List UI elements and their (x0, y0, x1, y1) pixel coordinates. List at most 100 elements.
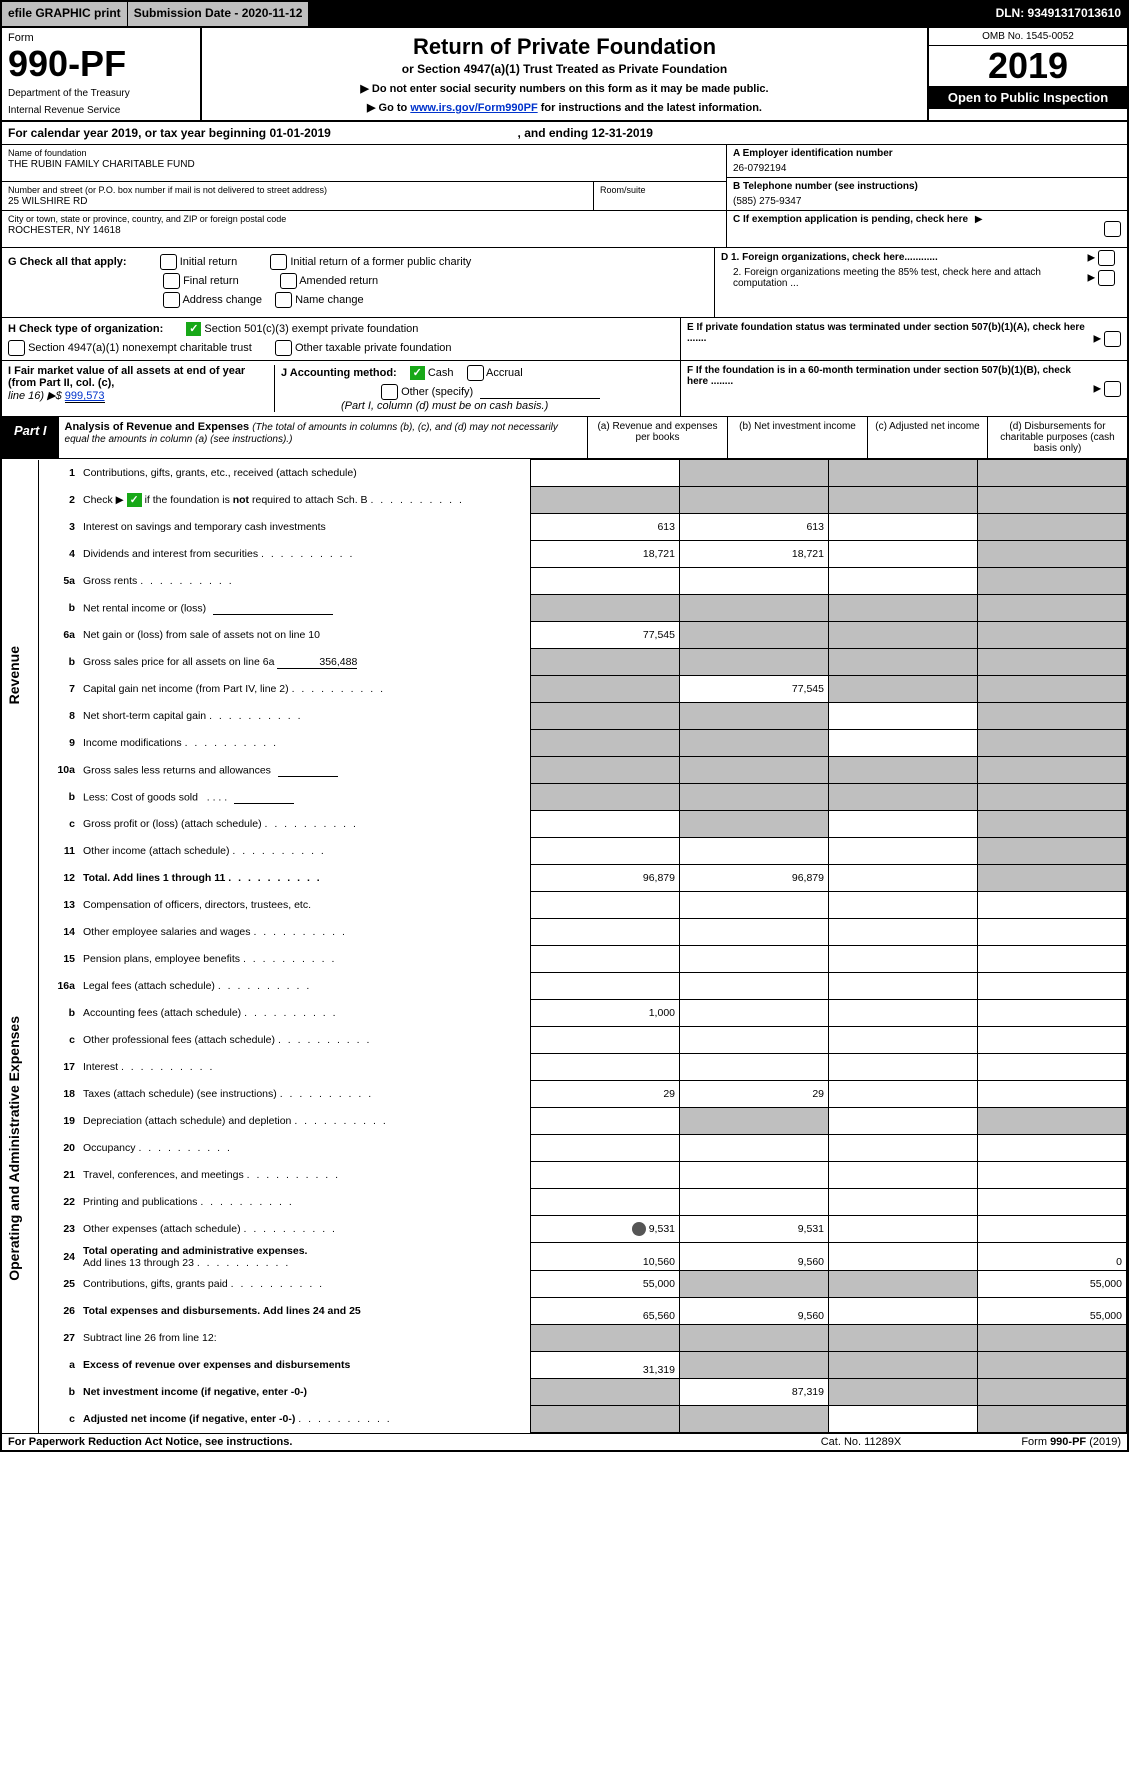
other-specify-line[interactable] (480, 386, 600, 399)
line10a-desc: Gross sales less returns and allowances (79, 757, 531, 784)
col-d-head: (d) Disbursements for charitable purpose… (987, 417, 1127, 458)
line20-desc: Occupancy (79, 1135, 531, 1162)
city-block: City or town, state or province, country… (2, 211, 726, 247)
d1-label: D 1. Foreign organizations, check here..… (721, 252, 938, 263)
e-label: E If private foundation status was termi… (687, 322, 1085, 344)
f-label: F If the foundation is in a 60-month ter… (687, 365, 1071, 387)
phone-value: (585) 275-9347 (733, 196, 1121, 207)
city-value: ROCHESTER, NY 14618 (8, 225, 720, 236)
l23-b: 9,531 (680, 1216, 829, 1243)
city-label: City or town, state or province, country… (8, 214, 720, 224)
checkbox-d1[interactable] (1098, 250, 1115, 266)
line15-desc: Pension plans, employee benefits (79, 946, 531, 973)
i-value[interactable]: 999,573 (65, 390, 105, 403)
info-right: A Employer identification number 26-0792… (726, 145, 1127, 247)
revenue-side-label: Revenue (6, 646, 22, 704)
irs-link[interactable]: www.irs.gov/Form990PF (410, 102, 537, 114)
line4-desc: Dividends and interest from securities (79, 541, 531, 568)
checkbox-4947[interactable] (8, 340, 25, 356)
note-ssn: ▶ Do not enter social security numbers o… (208, 82, 921, 95)
checkbox-final[interactable] (163, 273, 180, 289)
l27a-a: 31,319 (531, 1352, 680, 1379)
footer-form: Form 990-PF (2019) (961, 1436, 1121, 1448)
l18-a: 29 (531, 1081, 680, 1108)
l18-b: 29 (680, 1081, 829, 1108)
f-right: F If the foundation is in a 60-month ter… (680, 361, 1127, 416)
line27c-desc: Adjusted net income (if negative, enter … (79, 1406, 531, 1433)
g-left: G Check all that apply: Initial return I… (2, 248, 714, 317)
checkbox-cash[interactable]: ✓ (410, 366, 425, 380)
checkbox-schb[interactable]: ✓ (127, 493, 142, 507)
j-other: Other (specify) (401, 386, 473, 398)
checkbox-amended[interactable] (280, 273, 297, 289)
cal-begin: 01-01-2019 (269, 126, 330, 140)
info-left: Name of foundation THE RUBIN FAMILY CHAR… (2, 145, 726, 247)
line6a-desc: Net gain or (loss) from sale of assets n… (79, 622, 531, 649)
name-label: Name of foundation (8, 148, 720, 158)
line27b-desc: Net investment income (if negative, ente… (79, 1379, 531, 1406)
checkbox-addr-change[interactable] (163, 292, 180, 308)
section-h: H Check type of organization: ✓ Section … (2, 318, 1127, 361)
part1-header: Part I Analysis of Revenue and Expenses … (2, 417, 1127, 459)
line18-desc: Taxes (attach schedule) (see instruction… (79, 1081, 531, 1108)
line11-desc: Other income (attach schedule) (79, 838, 531, 865)
checkbox-f[interactable] (1104, 381, 1121, 397)
open-inspection: Open to Public Inspection (929, 86, 1127, 109)
line10b-desc: Less: Cost of goods sold . . . . (79, 784, 531, 811)
h-left: H Check type of organization: ✓ Section … (2, 318, 680, 360)
j-note: (Part I, column (d) must be on cash basi… (341, 400, 674, 412)
name-block: Name of foundation THE RUBIN FAMILY CHAR… (2, 145, 726, 182)
checkbox-accrual[interactable] (467, 365, 484, 381)
checkbox-e[interactable] (1104, 331, 1121, 347)
col-a-head: (a) Revenue and expenses per books (587, 417, 727, 458)
part1-table: Revenue 1Contributions, gifts, grants, e… (2, 459, 1127, 1433)
top-bar: efile GRAPHIC print Submission Date - 20… (2, 2, 1127, 28)
efile-button[interactable]: efile GRAPHIC print (2, 2, 128, 26)
e-right: E If private foundation status was termi… (680, 318, 1127, 360)
checkbox-other-method[interactable] (381, 384, 398, 400)
j-cash: Cash (428, 367, 454, 379)
checkbox-d2[interactable] (1098, 270, 1115, 286)
col-c-head: (c) Adjusted net income (867, 417, 987, 458)
h-opt2: Section 4947(a)(1) nonexempt charitable … (28, 342, 252, 354)
l24-a: 10,560 (531, 1243, 680, 1271)
ein-label: A Employer identification number (733, 148, 1121, 159)
form-page: efile GRAPHIC print Submission Date - 20… (0, 0, 1129, 1452)
line16b-desc: Accounting fees (attach schedule) (79, 1000, 531, 1027)
checkbox-initial-former[interactable] (270, 254, 287, 270)
form-number: 990-PF (8, 46, 194, 82)
room-suite-label: Room/suite (593, 182, 726, 210)
addr-label: Number and street (or P.O. box number if… (8, 185, 587, 195)
l27b-b: 87,319 (680, 1379, 829, 1406)
line3-desc: Interest on savings and temporary cash i… (79, 514, 531, 541)
attachment-icon[interactable] (632, 1222, 646, 1236)
checkbox-501c3[interactable]: ✓ (186, 322, 201, 336)
line13-desc: Compensation of officers, directors, tru… (79, 892, 531, 919)
g-amended: Amended return (299, 275, 378, 287)
j-accrual: Accrual (486, 367, 523, 379)
checkbox-initial[interactable] (160, 254, 177, 270)
checkbox-c[interactable] (1104, 221, 1121, 237)
header-left: Form 990-PF Department of the Treasury I… (2, 28, 202, 120)
l24-d: 0 (978, 1243, 1127, 1271)
line5a-desc: Gross rents (79, 568, 531, 595)
h-opt3: Other taxable private foundation (295, 342, 452, 354)
l26-a: 65,560 (531, 1298, 680, 1325)
l12-a: 96,879 (531, 865, 680, 892)
line1-desc: Contributions, gifts, grants, etc., rece… (79, 460, 531, 487)
l24-b: 9,560 (680, 1243, 829, 1271)
line27-desc: Subtract line 26 from line 12: (79, 1325, 531, 1352)
checkbox-name-change[interactable] (275, 292, 292, 308)
c-label: C If exemption application is pending, c… (733, 214, 968, 225)
g-label: G Check all that apply: (8, 256, 127, 268)
calendar-year-row: For calendar year 2019, or tax year begi… (2, 122, 1127, 145)
line8-desc: Net short-term capital gain (79, 703, 531, 730)
header-center: Return of Private Foundation or Section … (202, 28, 927, 120)
note-url: ▶ Go to www.irs.gov/Form990PF for instru… (208, 101, 921, 114)
line14-desc: Other employee salaries and wages (79, 919, 531, 946)
g-final: Final return (183, 275, 239, 287)
g-name-change: Name change (295, 294, 364, 306)
checkbox-other-taxable[interactable] (275, 340, 292, 356)
top-spacer (309, 2, 989, 26)
info-row: Name of foundation THE RUBIN FAMILY CHAR… (2, 145, 1127, 248)
